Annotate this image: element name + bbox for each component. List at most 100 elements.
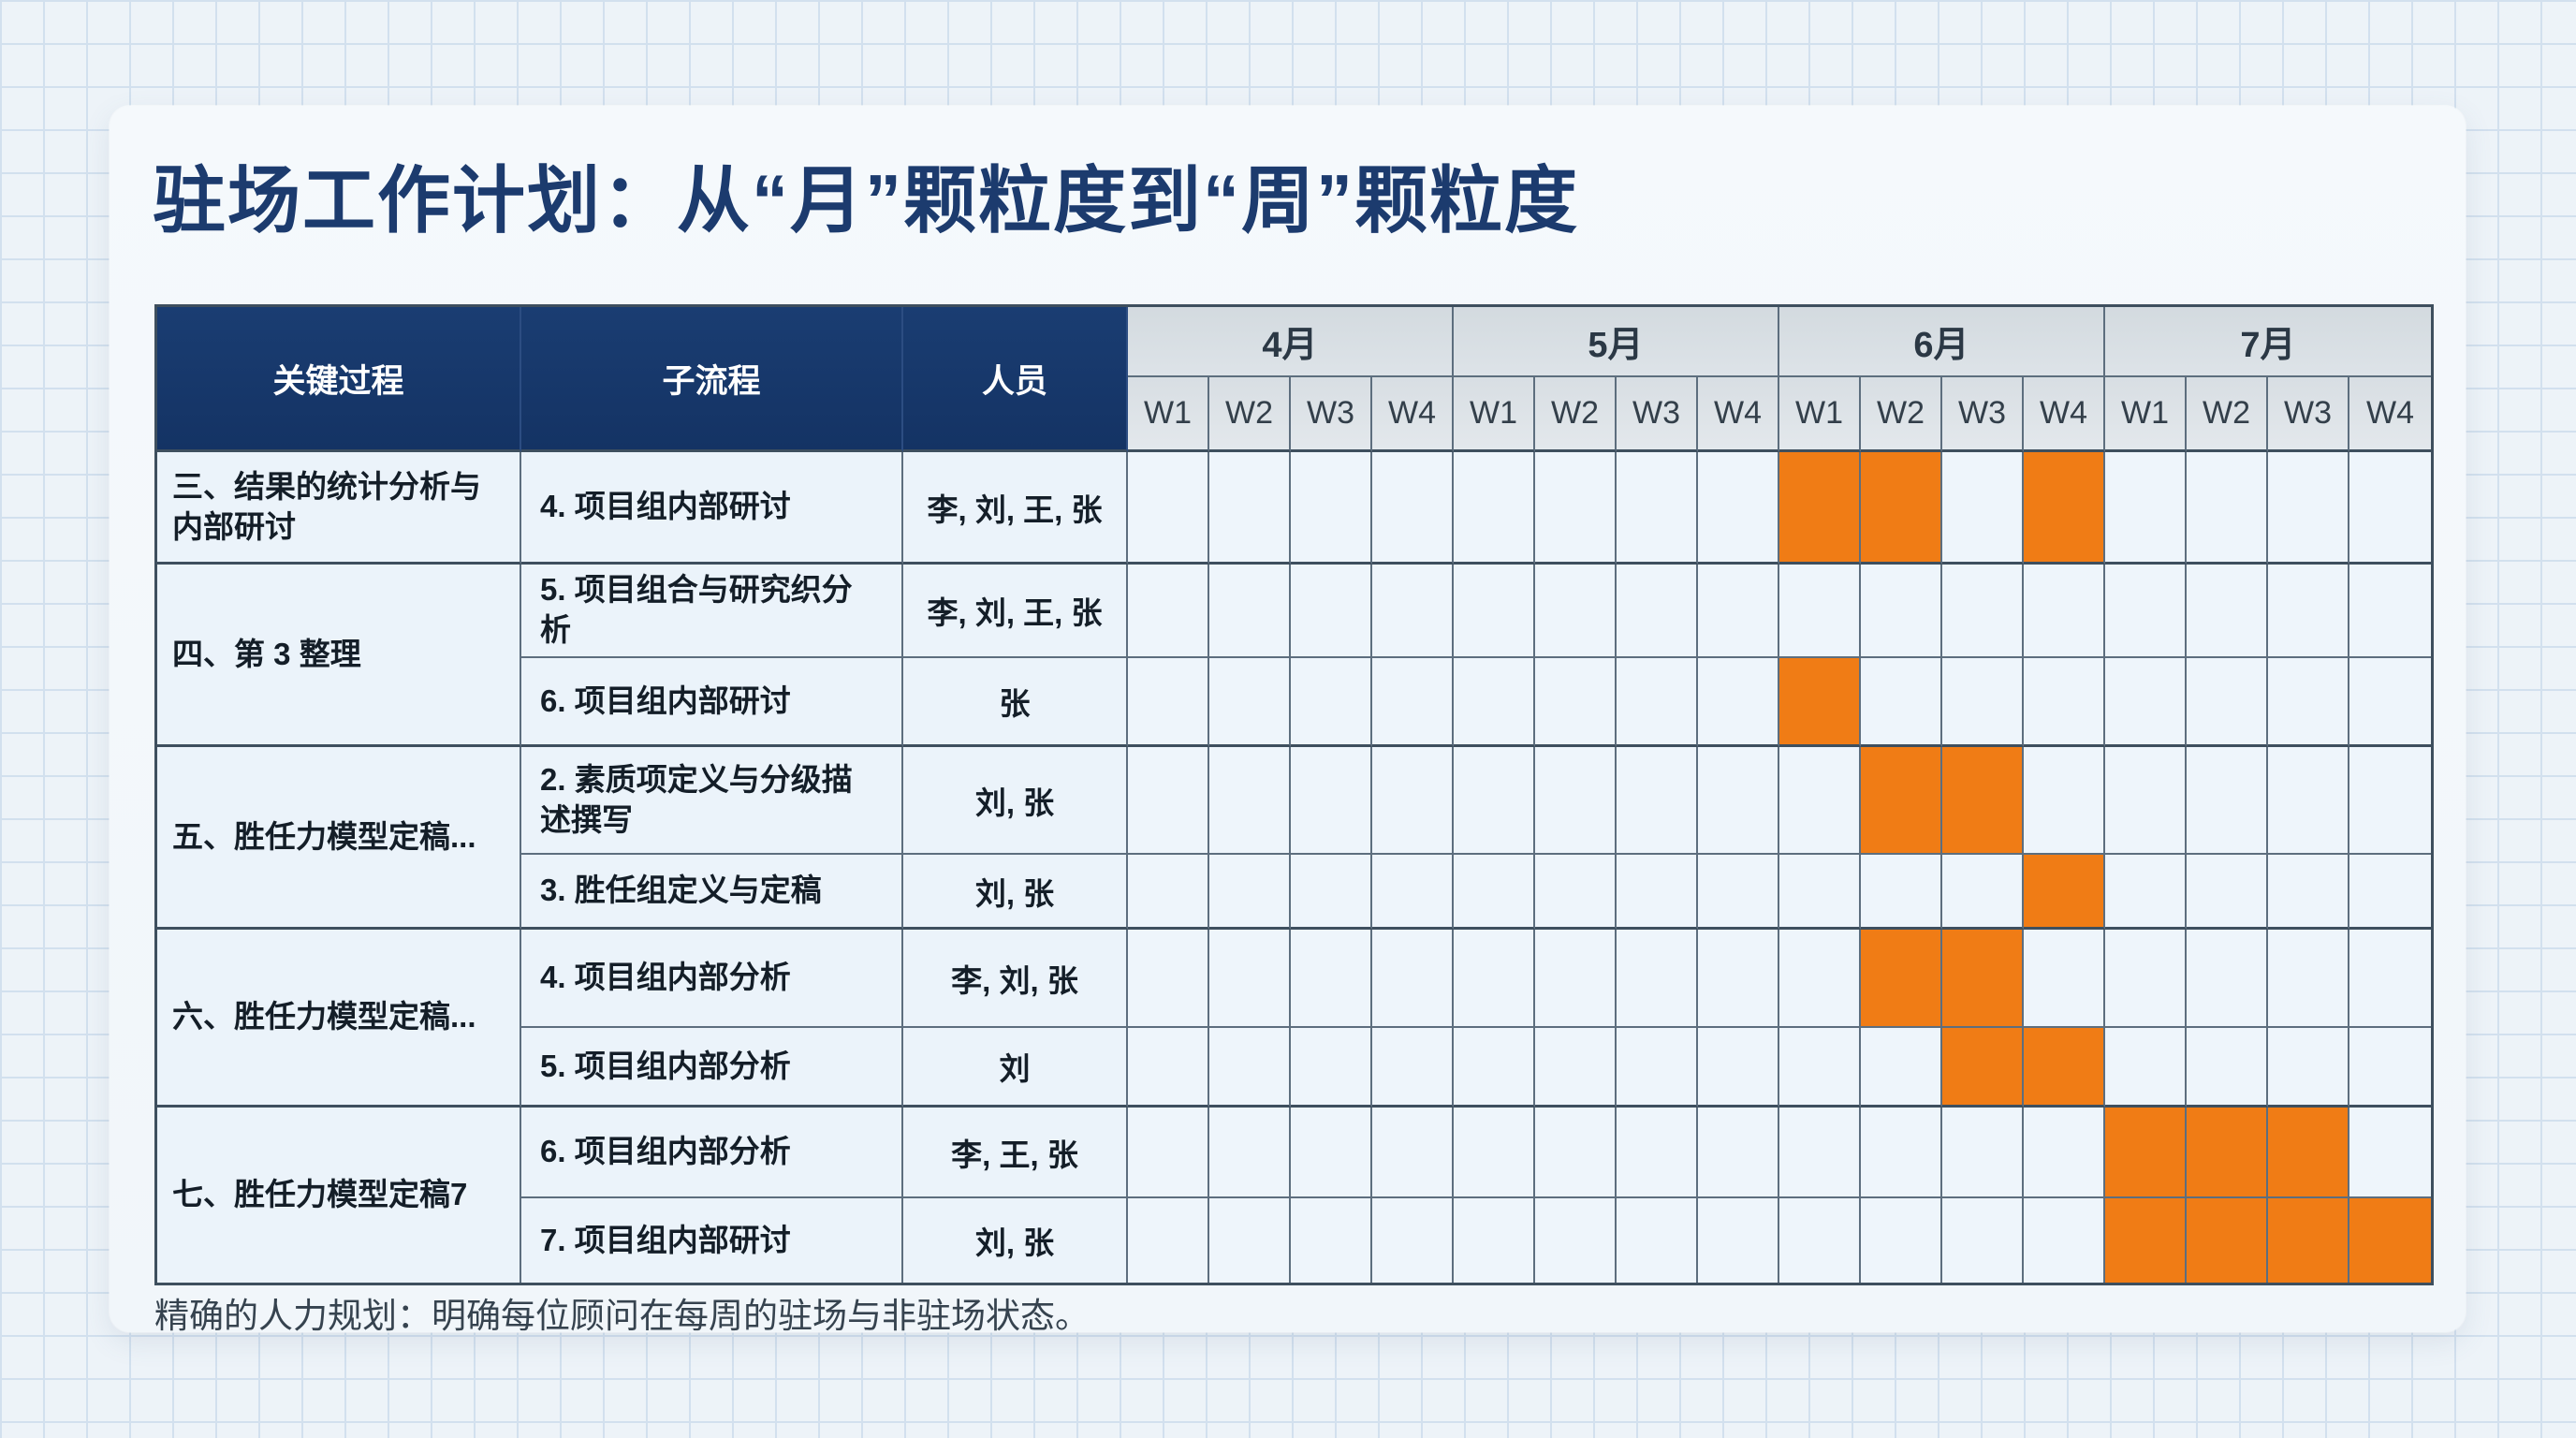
gantt-cell: [1617, 930, 1698, 1028]
gantt-cell: [1698, 747, 1779, 855]
gantt-cell: [1698, 452, 1779, 565]
gantt-cell: [2349, 1028, 2431, 1108]
gantt-cell: [1209, 1108, 1291, 1198]
gantt-cell: [1128, 855, 1209, 930]
week-header: W1: [1128, 377, 1209, 452]
subprocess-cell: 6. 项目组内部研讨: [521, 658, 903, 747]
gantt-cell: [2105, 930, 2187, 1028]
gantt-cell: [2349, 658, 2431, 747]
week-header: W1: [1779, 377, 1861, 452]
gantt-cell: [1779, 1028, 1861, 1108]
gantt-cell: [1454, 565, 1535, 658]
subprocess-cell: 6. 项目组内部分析: [521, 1108, 903, 1198]
personnel-cell: 李, 刘, 王, 张: [903, 565, 1128, 658]
process-cell: 六、胜任力模型定稿...: [157, 930, 521, 1108]
gantt-cell: [1372, 855, 1454, 930]
gantt-cell: [1942, 1108, 2024, 1198]
subprocess-cell: 4. 项目组内部分析: [521, 930, 903, 1028]
gantt-cell: [1698, 1198, 1779, 1283]
week-header: W1: [2105, 377, 2187, 452]
process-cell: 七、胜任力模型定稿7: [157, 1108, 521, 1283]
gantt-cell: [1372, 1108, 1454, 1198]
gantt-cell: [2024, 658, 2105, 747]
gantt-cell: [1128, 452, 1209, 565]
subprocess-cell: 4. 项目组内部研讨: [521, 452, 903, 565]
gantt-cell: [1535, 452, 1617, 565]
gantt-cell: [2349, 565, 2431, 658]
gantt-cell-filled: [2349, 1198, 2431, 1283]
gantt-cell: [1454, 1198, 1535, 1283]
week-header: W4: [2349, 377, 2431, 452]
gantt-cell: [1291, 658, 1372, 747]
gantt-cell: [2349, 930, 2431, 1028]
week-header: W3: [1942, 377, 2024, 452]
gantt-cell: [1535, 565, 1617, 658]
gantt-cell: [1861, 1198, 1942, 1283]
gantt-cell: [1291, 1198, 1372, 1283]
personnel-cell: 刘: [903, 1028, 1128, 1108]
gantt-cell: [1698, 930, 1779, 1028]
gantt-cell: [1617, 565, 1698, 658]
week-header: W1: [1454, 377, 1535, 452]
gantt-cell: [1128, 658, 1209, 747]
gantt-cell-filled: [2268, 1198, 2349, 1283]
gantt-cell: [2187, 930, 2268, 1028]
gantt-cell: [2268, 855, 2349, 930]
gantt-cell: [2268, 565, 2349, 658]
gantt-cell-filled: [1861, 930, 1942, 1028]
gantt-cell: [1942, 452, 2024, 565]
gantt-cell: [2024, 930, 2105, 1028]
gantt-cell: [2024, 1198, 2105, 1283]
gantt-cell: [2105, 855, 2187, 930]
gantt-cell: [1372, 1198, 1454, 1283]
gantt-cell: [1535, 747, 1617, 855]
gantt-cell: [1454, 1028, 1535, 1108]
gantt-cell: [2268, 930, 2349, 1028]
gantt-cell: [1942, 855, 2024, 930]
gantt-cell: [1617, 452, 1698, 565]
gantt-cell: [1617, 658, 1698, 747]
gantt-cell-filled: [1861, 747, 1942, 855]
gantt-cell: [1209, 565, 1291, 658]
gantt-cell: [1128, 930, 1209, 1028]
gantt-cell: [1535, 1028, 1617, 1108]
gantt-cell: [2268, 658, 2349, 747]
gantt-cell: [2187, 855, 2268, 930]
gantt-table: 关键过程 子流程 人员 4月 5月 6月 7月 W1 W2 W3 W4 W1 W2 W3 W4 W1 W2 W3 W…: [154, 304, 2434, 1285]
gantt-cell: [2349, 1108, 2431, 1198]
week-header: W2: [1861, 377, 1942, 452]
gantt-cell: [1779, 1108, 1861, 1198]
gantt-cell: [1128, 1028, 1209, 1108]
gantt-cell: [1291, 1028, 1372, 1108]
gantt-cell: [1454, 658, 1535, 747]
gantt-cell-filled: [2024, 855, 2105, 930]
gantt-cell: [2187, 452, 2268, 565]
gantt-cell: [1209, 658, 1291, 747]
gantt-cell-filled: [2187, 1198, 2268, 1283]
gantt-cell: [1454, 1108, 1535, 1198]
personnel-cell: 刘, 张: [903, 1198, 1128, 1283]
gantt-cell: [2349, 747, 2431, 855]
gantt-cell: [2024, 565, 2105, 658]
process-cell: 五、胜任力模型定稿...: [157, 747, 521, 930]
gantt-cell: [1372, 930, 1454, 1028]
gantt-cell: [1617, 1198, 1698, 1283]
gantt-cell-filled: [2105, 1108, 2187, 1198]
gantt-cell: [1128, 565, 1209, 658]
gantt-cell: [1535, 930, 1617, 1028]
gantt-cell-filled: [1942, 747, 2024, 855]
gantt-cell: [1372, 452, 1454, 565]
gantt-cell: [1128, 1198, 1209, 1283]
gantt-cell: [2268, 452, 2349, 565]
week-header: W4: [2024, 377, 2105, 452]
gantt-cell: [1209, 452, 1291, 565]
gantt-cell: [2105, 1028, 2187, 1108]
gantt-cell: [1372, 1028, 1454, 1108]
gantt-cell: [1209, 1028, 1291, 1108]
gantt-cell: [2024, 1108, 2105, 1198]
gantt-cell: [1942, 565, 2024, 658]
gantt-cell: [2349, 855, 2431, 930]
gantt-cell: [1209, 1198, 1291, 1283]
gantt-cell-filled: [2024, 1028, 2105, 1108]
gantt-cell: [1372, 658, 1454, 747]
